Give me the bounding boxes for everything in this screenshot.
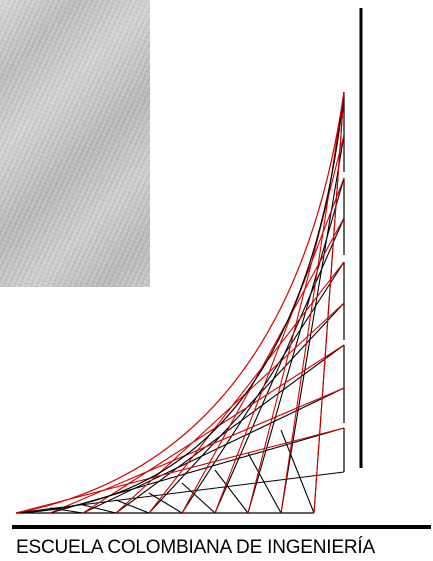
footer-divider bbox=[12, 525, 431, 529]
textured-photo bbox=[0, 0, 150, 287]
black-lines bbox=[15, 91, 345, 514]
institution-name: ESCUELA COLOMBIANA DE INGENIERÍA bbox=[16, 537, 375, 558]
red-lines bbox=[15, 91, 345, 514]
black-envelope-curve bbox=[15, 91, 345, 514]
red-envelope-curve bbox=[15, 91, 345, 514]
